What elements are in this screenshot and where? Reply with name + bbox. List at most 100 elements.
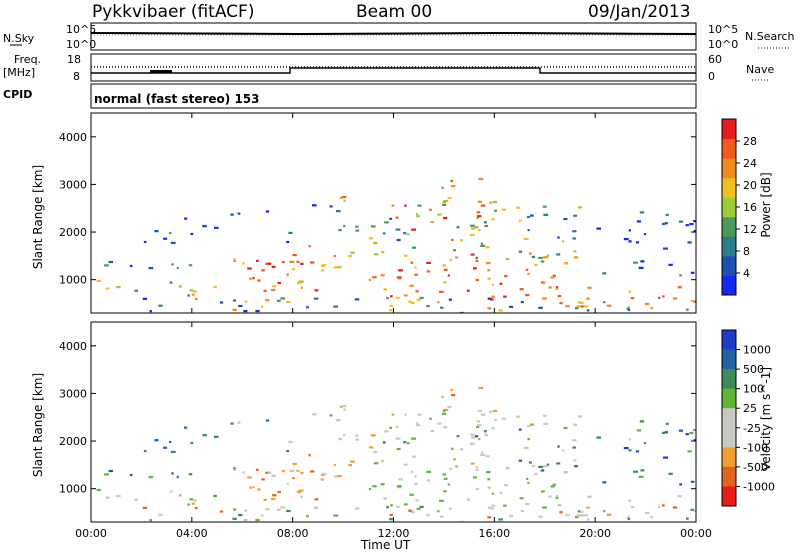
power-cell <box>693 300 696 303</box>
power-cell <box>484 224 489 228</box>
velocity-cell <box>494 418 497 421</box>
velocity-cell <box>410 470 414 473</box>
power-cell <box>404 204 407 207</box>
velocity-cell <box>261 478 265 481</box>
velocity-cell <box>403 441 407 444</box>
power-cell <box>191 293 195 296</box>
velocity-cell <box>115 494 121 498</box>
power-cell <box>339 196 343 199</box>
power-cell <box>384 221 389 224</box>
velocity-cell <box>441 412 447 415</box>
power-cell <box>587 286 592 289</box>
velocity-cell <box>187 503 190 506</box>
velocity-cell <box>487 486 491 489</box>
power-cell <box>546 254 550 257</box>
power-cell <box>142 297 147 300</box>
power-cell <box>403 254 408 257</box>
power-cell <box>442 200 446 203</box>
power-cell <box>255 309 260 313</box>
velocity-cell <box>478 386 484 390</box>
velocity-cell <box>575 516 579 519</box>
power-cell <box>565 305 570 308</box>
velocity-cell <box>528 461 532 464</box>
power-cell <box>550 276 555 279</box>
power-cell <box>563 217 568 221</box>
velocity-cell <box>389 513 393 516</box>
velocity-cell <box>668 472 673 475</box>
velocity-cell <box>658 505 661 508</box>
velocity-cell <box>636 429 642 432</box>
velocity-cell <box>640 469 645 472</box>
velocity-cell <box>662 456 668 459</box>
velocity-cell <box>329 414 333 417</box>
nsearch-tick-top: 10^5 <box>708 23 739 36</box>
velocity-cell <box>296 490 302 494</box>
velocity-cell <box>451 394 456 397</box>
colorbar-tick-label: -500 <box>743 461 768 474</box>
velocity-cell <box>143 449 147 453</box>
power-cell <box>320 269 324 272</box>
power-cell <box>292 253 297 257</box>
velocity-cell <box>491 504 496 507</box>
colorbar-tick-label: -100 <box>743 441 768 454</box>
velocity-cell <box>596 436 601 439</box>
power-cell <box>451 238 454 241</box>
velocity-cell <box>373 462 379 465</box>
velocity-cell <box>105 496 110 499</box>
power-cell <box>380 250 385 254</box>
velocity-cell <box>603 510 606 513</box>
power-cell <box>249 277 252 280</box>
power-panel-bg <box>91 113 696 313</box>
velocity-cell <box>474 435 479 438</box>
power-cell <box>193 290 197 293</box>
velocity-cell <box>469 433 475 436</box>
power-cell <box>416 215 420 218</box>
power-cell <box>487 269 491 272</box>
velocity-cell <box>581 514 584 517</box>
velocity-cell <box>638 475 644 478</box>
velocity-cell <box>542 414 547 417</box>
velocity-cell <box>184 426 188 429</box>
power-cell <box>527 272 530 275</box>
freq-label: Freq. <box>14 53 42 66</box>
velocity-cell <box>639 420 645 423</box>
power-cell <box>602 272 607 275</box>
power-cell <box>635 241 640 244</box>
power-cell <box>603 301 606 304</box>
velocity-cell <box>499 491 503 494</box>
power-cell <box>244 300 248 303</box>
power-cell <box>459 311 464 313</box>
velocity-cell <box>108 469 114 473</box>
power-cell <box>265 210 270 213</box>
power-cell <box>486 261 491 265</box>
velocity-cell <box>395 425 399 428</box>
velocity-cell <box>389 518 393 521</box>
power-cell <box>475 278 479 282</box>
velocity-cell <box>565 514 570 517</box>
power-cell <box>243 309 248 313</box>
freq-blip <box>150 70 172 73</box>
velocity-cell <box>252 486 255 489</box>
power-cell <box>531 255 536 258</box>
velocity-cell <box>306 515 309 518</box>
power-cell <box>523 237 529 241</box>
velocity-cell <box>232 517 237 520</box>
velocity-cell <box>583 514 589 517</box>
power-cell <box>581 305 584 308</box>
colorbar-tick-label: 4 <box>743 267 750 280</box>
power-cell <box>437 301 440 304</box>
velocity-cell <box>534 472 538 476</box>
velocity-cell <box>429 417 432 420</box>
power-cell <box>626 307 629 311</box>
velocity-cell <box>333 514 339 517</box>
power-cell <box>689 222 694 226</box>
velocity-cell <box>414 482 418 485</box>
power-cell <box>471 227 476 230</box>
x-axis-label: Time UT <box>361 538 411 552</box>
power-cell <box>690 271 695 274</box>
power-cell <box>494 209 497 212</box>
freq-unit-label: [MHz] <box>3 66 36 79</box>
power-cell <box>556 286 559 289</box>
power-cell <box>534 263 538 267</box>
velocity-cell <box>370 434 376 437</box>
